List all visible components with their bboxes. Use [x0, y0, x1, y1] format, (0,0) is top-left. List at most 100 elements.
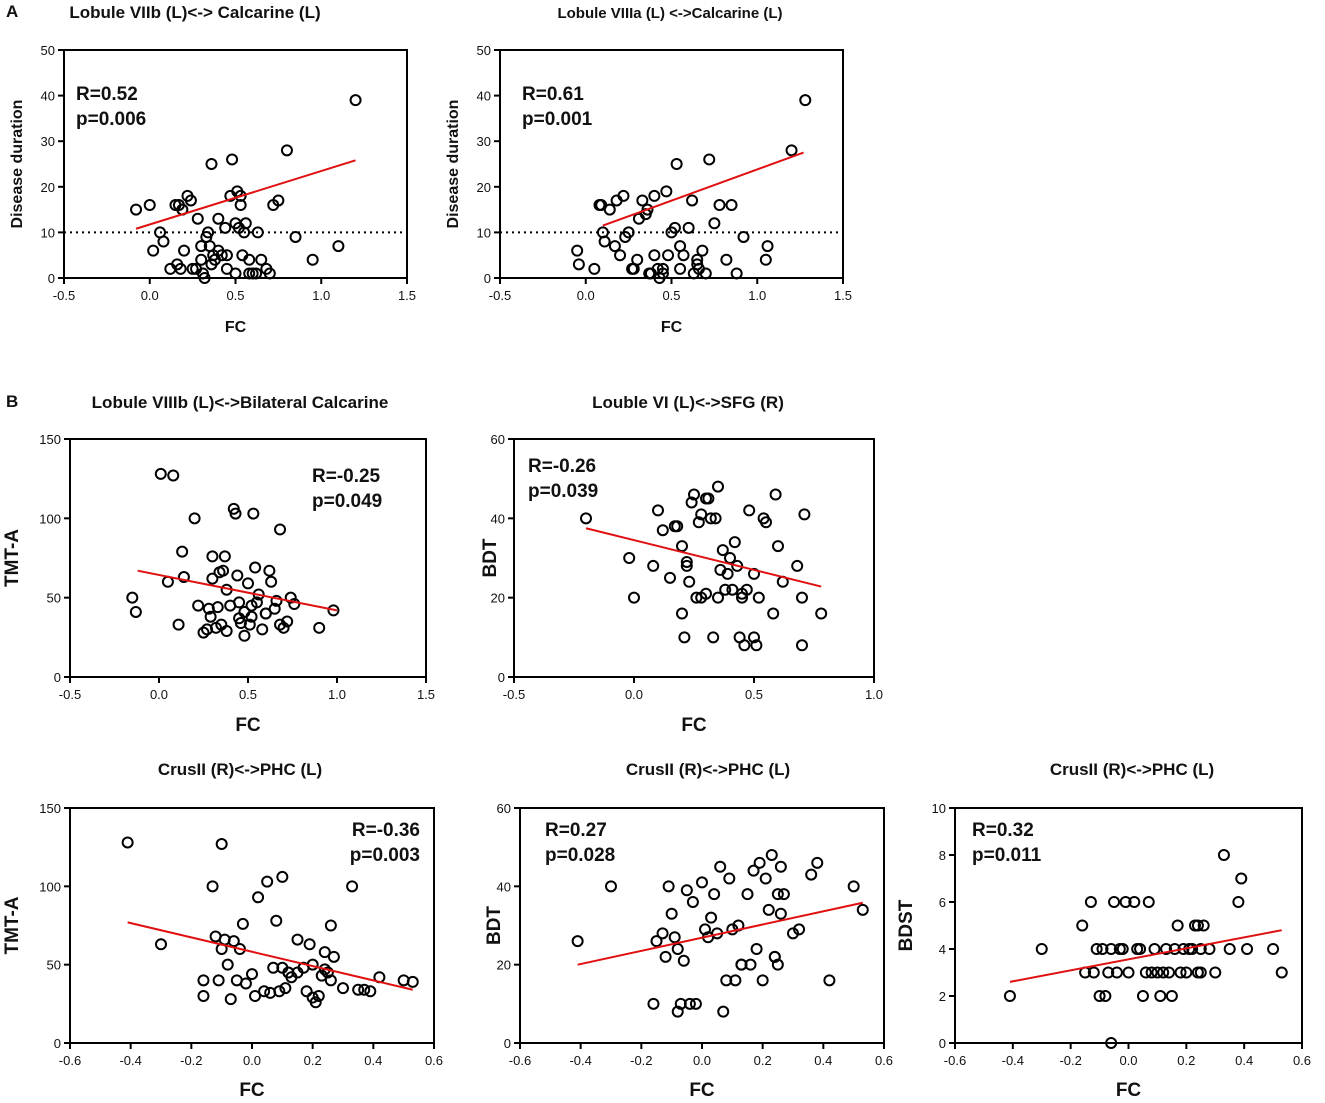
- chart-title: CrusII (R)<->PHC (L): [626, 760, 790, 779]
- chart-title: Lobule VIIb (L)<-> Calcarine (L): [69, 3, 320, 22]
- data-point: [291, 933, 304, 946]
- data-point: [178, 244, 191, 257]
- x-axis-label: FC: [689, 1080, 715, 1101]
- data-point: [1171, 919, 1184, 932]
- chart-title: Louble VI (L)<->SFG (R): [592, 393, 784, 412]
- data-point: [191, 212, 204, 225]
- data-point: [243, 618, 256, 631]
- p-value-annotation: p=0.049: [312, 491, 382, 512]
- data-point: [648, 189, 661, 202]
- data-point: [263, 267, 276, 280]
- data-point: [312, 990, 325, 1002]
- data-point: [793, 923, 806, 936]
- data-point: [246, 968, 258, 981]
- plot-frame: [513, 438, 875, 678]
- data-point: [215, 838, 228, 851]
- data-point: [641, 203, 654, 216]
- data-point: [332, 240, 345, 253]
- data-point: [349, 94, 362, 107]
- x-tick-label: 0.4: [814, 1053, 832, 1068]
- y-tick-label: 40: [491, 511, 505, 526]
- data-point: [154, 467, 167, 480]
- data-point: [1136, 990, 1149, 1002]
- data-point: [728, 536, 741, 549]
- data-point: [274, 523, 287, 536]
- data-point: [270, 594, 283, 607]
- data-point: [279, 982, 292, 995]
- data-point: [759, 253, 772, 266]
- x-tick-label: -0.2: [630, 1053, 652, 1068]
- x-tick-label: 0.0: [625, 687, 643, 702]
- data-point: [736, 587, 748, 600]
- data-point: [1102, 966, 1115, 979]
- section-a-label: A: [6, 2, 19, 21]
- y-tick-label: 40: [477, 89, 491, 104]
- data-point: [668, 221, 681, 234]
- data-point: [406, 975, 419, 988]
- data-point: [238, 629, 251, 642]
- data-point: [717, 1005, 730, 1018]
- data-point: [1084, 896, 1097, 908]
- data-point: [233, 943, 246, 955]
- data-point: [155, 938, 167, 951]
- data-point: [358, 983, 371, 996]
- data-point: [1180, 966, 1193, 979]
- data-point: [1110, 966, 1123, 979]
- data-point: [686, 194, 699, 207]
- data-point: [671, 1005, 684, 1018]
- data-point: [245, 610, 258, 623]
- data-point: [696, 876, 708, 889]
- chart-title: CrusII (R)<->PHC (L): [1050, 760, 1214, 779]
- data-point: [712, 591, 724, 604]
- data-point: [281, 615, 294, 628]
- data-point: [703, 153, 716, 166]
- data-point: [623, 552, 636, 564]
- data-point: [656, 262, 669, 275]
- y-tick-label: 20: [41, 180, 55, 195]
- data-point: [129, 605, 142, 618]
- x-tick-label: -0.5: [489, 288, 511, 303]
- data-point: [811, 856, 824, 869]
- y-tick-label: 30: [41, 134, 55, 149]
- data-point: [243, 253, 256, 266]
- data-point: [738, 639, 751, 652]
- data-point: [723, 872, 736, 885]
- data-point: [743, 504, 756, 517]
- y-tick-label: 40: [497, 879, 511, 894]
- data-point: [1096, 943, 1109, 955]
- data-point: [741, 888, 754, 901]
- r-value-annotation: R=0.61: [522, 84, 584, 105]
- data-point: [791, 559, 804, 572]
- data-point: [364, 985, 377, 998]
- data-point: [647, 997, 660, 1010]
- data-point: [167, 469, 180, 482]
- data-point: [771, 958, 784, 971]
- plot-frame: [954, 807, 1303, 1044]
- data-point: [284, 591, 297, 604]
- data-point: [713, 199, 726, 212]
- data-point: [239, 977, 252, 990]
- data-point: [236, 917, 249, 930]
- data-point: [206, 880, 219, 893]
- data-point: [1217, 849, 1230, 861]
- x-tick-label: 1.5: [417, 687, 435, 702]
- data-point: [656, 524, 669, 537]
- x-tick-label: -0.6: [509, 1053, 531, 1068]
- data-point: [205, 158, 218, 170]
- y-tick-label: 100: [39, 879, 61, 894]
- data-point: [689, 997, 702, 1010]
- data-point: [765, 849, 778, 861]
- data-point: [680, 555, 693, 568]
- x-tick-label: -0.5: [59, 687, 81, 702]
- y-tick-label: 50: [47, 958, 61, 973]
- x-tick-label: 0.2: [304, 1053, 322, 1068]
- data-point: [226, 153, 239, 166]
- y-axis-label: BDT: [480, 538, 501, 577]
- data-point: [197, 990, 210, 1002]
- x-tick-label: 0.6: [875, 1053, 893, 1068]
- data-point: [313, 621, 326, 634]
- x-tick-label: 0.4: [364, 1053, 382, 1068]
- data-point: [648, 249, 661, 262]
- data-point: [1241, 943, 1254, 955]
- data-point: [273, 985, 286, 998]
